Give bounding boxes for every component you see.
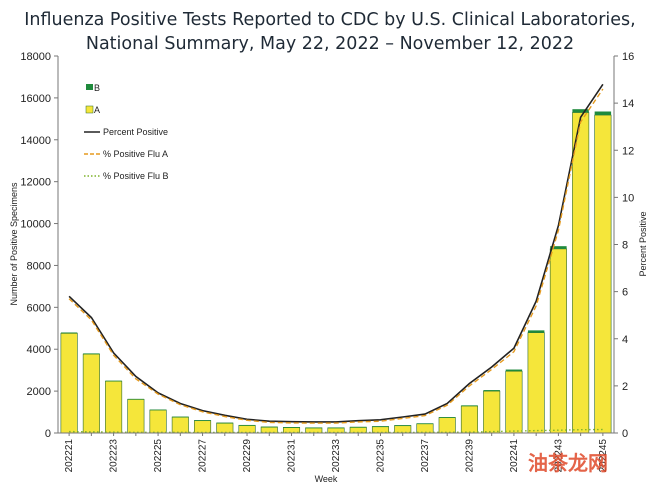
y-tick-label: 16000 [20, 93, 51, 105]
bar-b-202227 [194, 420, 211, 422]
legend-swatch-b [86, 84, 93, 90]
x-tick-label: 202245 [598, 439, 609, 473]
bar-a-202223 [105, 380, 123, 434]
y2-tick-label: 16 [622, 51, 634, 63]
legend-label: % Positive Flu B [103, 171, 169, 181]
bar-b-202221 [60, 332, 78, 334]
bar-b-202231 [283, 427, 300, 428]
bar-b-202244 [572, 109, 589, 113]
bar-b-202245 [594, 111, 612, 116]
bar-b-202239 [461, 405, 478, 407]
y2-tick-label: 4 [622, 334, 628, 346]
line-percent-positive [68, 83, 604, 423]
x-tick-label: 202235 [376, 439, 387, 473]
x-tick-label: 202243 [553, 439, 564, 473]
bar-a-202241 [505, 370, 523, 434]
bar-b-202228 [216, 422, 234, 424]
legend-swatch-a [85, 105, 94, 114]
bar-b-202224 [127, 398, 145, 400]
bar-a-202227 [194, 420, 212, 434]
bar-a-202224 [127, 398, 145, 434]
line-positive-flu-a [68, 88, 604, 424]
y-tick-label: 4000 [27, 344, 51, 356]
y2-tick-label: 12 [622, 145, 634, 157]
y-tick-label: 0 [45, 428, 51, 440]
line-positive-flu-b [69, 428, 603, 434]
y-tick-label: 12000 [20, 177, 51, 189]
y2-tick-label: 8 [622, 240, 628, 252]
bar-b-202229 [238, 425, 256, 426]
legend-label: Percent Positive [103, 127, 168, 137]
x-tick-label: 202241 [509, 439, 520, 473]
y-tick-label: 2000 [27, 386, 51, 398]
x-tick-label: 202237 [420, 439, 431, 473]
plot-area: 0 2000 4000 6000 8000 10000 12000 14000 16000 180… [20, 51, 634, 472]
bar-a-202236 [394, 425, 412, 434]
x-axis-label: Week [315, 474, 338, 484]
x-tick-label: 202239 [464, 439, 475, 473]
bar-b-202226 [172, 416, 189, 418]
y2-tick-label: 2 [622, 381, 628, 393]
x-tick-label: 202231 [287, 439, 298, 473]
x-tick-label: 202221 [64, 439, 75, 473]
bar-b-202236 [394, 425, 411, 427]
x-tick-label: 202229 [242, 439, 253, 473]
legend: B A Percent Positive % Positive Flu A % Posi… [84, 83, 169, 181]
legend-label: B [94, 83, 100, 93]
chart-title-line-2: National Summary, May 22, 2022 – Novembe… [86, 34, 574, 54]
y2-tick-label: 14 [622, 98, 634, 110]
bar-b-202240 [483, 390, 500, 392]
y2-tick-label: 6 [622, 287, 628, 299]
bar-a-202240 [483, 390, 501, 434]
bar-a-202228 [216, 422, 234, 434]
bar-a-202225 [149, 409, 167, 434]
chart-title-line-1: Influenza Positive Tests Reported to CDC… [24, 10, 636, 30]
bar-b-202233 [327, 427, 345, 429]
bar-a-202226 [171, 416, 189, 434]
x-tick-label: 202227 [198, 439, 209, 473]
y-tick-label: 8000 [27, 260, 51, 272]
bar-a-202244 [572, 112, 590, 434]
bar-a-202238 [438, 417, 456, 434]
bar-a-202237 [416, 423, 434, 434]
y2-tick-label: 10 [622, 192, 634, 204]
legend-label: % Positive Flu A [103, 149, 168, 159]
y-tick-label: 14000 [20, 135, 51, 147]
bar-a-202221 [60, 333, 78, 434]
bar-b-202222 [83, 353, 100, 355]
bar-b-202223 [105, 380, 122, 382]
bar-a-202243 [549, 248, 567, 434]
x-tick-label: 202225 [153, 439, 164, 473]
bar-b-202237 [416, 423, 434, 425]
bar-b-202243 [550, 246, 567, 249]
x-tick-label: 202223 [109, 439, 120, 473]
bar-a-202245 [594, 114, 612, 434]
x-tick-label: 202233 [331, 439, 342, 473]
watermark-text: 油茶龙网 [528, 451, 608, 475]
legend-label: A [94, 105, 100, 115]
bar-a-202239 [460, 405, 478, 434]
y-tick-label: 10000 [20, 219, 51, 231]
y-axis-label: Number of Positive Specimens [9, 182, 19, 306]
bar-b-202241 [505, 369, 523, 372]
bar-b-202230 [261, 426, 278, 428]
bar-b-202232 [305, 427, 322, 429]
bar-b-202242 [527, 330, 545, 333]
y-tick-label: 18000 [20, 51, 51, 63]
bar-a-202242 [527, 332, 545, 434]
bar-b-202235 [372, 426, 389, 428]
bar-b-202225 [149, 409, 167, 411]
bar-b-202234 [350, 426, 367, 428]
y-tick-label: 6000 [27, 302, 51, 314]
bar-a-202222 [82, 353, 100, 434]
y2-axis-label: Percent Positive [638, 211, 648, 276]
bar-b-202238 [438, 417, 456, 418]
y2-tick-label: 0 [622, 428, 628, 440]
